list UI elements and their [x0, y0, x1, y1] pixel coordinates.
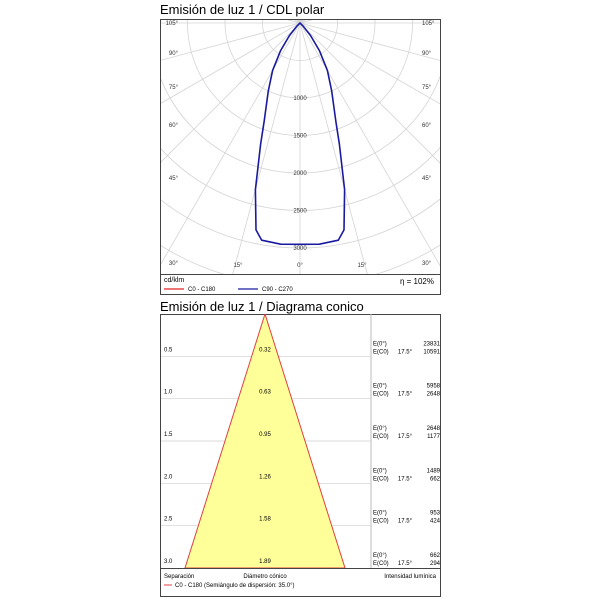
polar-grid-spoke [161, 22, 301, 163]
cone-e0-label: E(0°) [373, 341, 387, 347]
polar-diagram: 105° 90° 75° 60° 45° 30° 105° 90° 75° 60° 45° 30° 15… [160, 19, 441, 295]
polar-radial-label: 1000 [293, 96, 307, 102]
cone-ec0-value: 294 [430, 561, 441, 567]
cone-footer-left: Separación [164, 574, 194, 580]
cone-ec0-value: 10591 [423, 349, 440, 355]
cone-ec0-value: 424 [430, 519, 441, 525]
cone-angle-label: 17.5° [398, 561, 413, 567]
polar-grid-spoke [161, 22, 301, 104]
polar-grid-spoke [299, 22, 440, 267]
cone-diagram: 0.5 0.32 E(0°) 23831 E(C0) 17.5° 10591 1.0 0.63 E… [160, 314, 441, 597]
cone-angle-label: 17.5° [398, 434, 413, 440]
cone-rows: 0.5 0.32 E(0°) 23831 E(C0) 17.5° 10591 1.0 0.63 E… [164, 341, 441, 567]
polar-curve-layer [254, 22, 346, 246]
cone-separation-label: 1.0 [164, 390, 173, 396]
polar-angle-label-left: 75° [169, 85, 179, 91]
polar-angle-label-left: 105° [166, 21, 179, 27]
polar-title: Emisión de luz 1 / CDL polar [160, 2, 325, 17]
cone-separation-label: 2.5 [164, 517, 173, 523]
cone-legend-label: C0 - C180 (Semiángulo de dispersión: 35.… [175, 583, 294, 589]
legend-label-c90: C90 - C270 [262, 287, 293, 293]
polar-unit-label: cd/klm [164, 277, 184, 284]
cone-e0-label: E(0°) [373, 426, 387, 432]
cone-e0-value: 5958 [427, 384, 441, 390]
polar-angle-label-bottom: 0° [297, 263, 303, 269]
polar-angle-label-right: 30° [422, 261, 432, 267]
polar-grid-spoke [232, 22, 301, 274]
cone-footer-right: Intensidad lumínica [384, 574, 436, 580]
cone-diameter-label: 0.95 [259, 432, 271, 438]
cone-e0-label: E(0°) [373, 511, 387, 517]
polar-grid [161, 20, 440, 274]
cone-separation-label: 1.5 [164, 432, 173, 438]
cone-e0-value: 2648 [427, 426, 441, 432]
cone-title: Emisión de luz 1 / Diagrama conico [160, 299, 364, 314]
legend-label-c0: C0 - C180 [188, 287, 216, 293]
cone-angle-label: 17.5° [398, 519, 413, 525]
cone-diameter-label: 1.58 [259, 517, 271, 523]
polar-angle-label-right: 90° [422, 51, 432, 57]
cone-e0-value: 662 [430, 553, 441, 559]
polar-grid-spoke [299, 22, 440, 105]
polar-grid-spoke [299, 22, 440, 61]
cone-ec0-label: E(C0) [373, 561, 389, 567]
cone-ec0-label: E(C0) [373, 434, 389, 440]
cone-e0-value: 953 [430, 511, 441, 517]
efficiency-label: η = 102% [400, 277, 434, 286]
polar-angle-label-bottom: 15° [233, 263, 243, 269]
polar-curve-c90-c270 [254, 22, 346, 246]
cone-separation-label: 3.0 [164, 559, 173, 565]
polar-radial-label: 2000 [293, 171, 307, 177]
cone-diameter-label: 1.89 [259, 559, 271, 565]
polar-angle-label-left: 60° [169, 123, 179, 129]
cone-diameter-label: 0.32 [259, 347, 271, 353]
cone-angle-label: 17.5° [398, 392, 413, 398]
cone-angle-label: 17.5° [398, 476, 413, 482]
polar-radial-label: 1500 [293, 134, 307, 140]
polar-angle-label-left: 45° [169, 176, 179, 182]
cone-ec0-label: E(C0) [373, 519, 389, 525]
polar-legend-box [160, 274, 441, 295]
polar-grid-lines [161, 20, 440, 274]
polar-plot-frame [160, 19, 441, 275]
polar-labels: 105° 90° 75° 60° 45° 30° 105° 90° 75° 60° 45° 30° 15… [166, 21, 435, 269]
cone-footer-box [160, 568, 441, 597]
cone-e0-label: E(0°) [373, 553, 387, 559]
cone-ec0-label: E(C0) [373, 349, 389, 355]
cone-ec0-value: 2648 [427, 392, 441, 398]
cone-e0-value: 1489 [427, 468, 441, 474]
polar-angle-label-right: 60° [422, 123, 432, 129]
polar-radial-label: 2500 [293, 209, 307, 215]
polar-angle-label-right: 105° [422, 21, 435, 27]
polar-grid-spoke [161, 22, 301, 61]
cone-diameter-label: 1.26 [259, 474, 271, 480]
polar-angle-label-right: 45° [422, 176, 432, 182]
cone-diameter-label: 0.63 [259, 390, 271, 396]
polar-angle-label-right: 75° [422, 85, 432, 91]
polar-grid-spoke [299, 22, 368, 274]
cone-ec0-value: 662 [430, 476, 441, 482]
polar-radial-label: 3000 [293, 246, 307, 252]
polar-grid-spoke [161, 22, 301, 265]
polar-angle-label-bottom: 15° [357, 263, 367, 269]
cone-e0-label: E(0°) [373, 384, 387, 390]
cone-separation-label: 0.5 [164, 347, 173, 353]
cone-ec0-label: E(C0) [373, 476, 389, 482]
polar-angle-label-left: 90° [169, 51, 179, 57]
polar-grid-spoke [299, 22, 440, 164]
cone-footer-center: Diámetro cónico [243, 574, 287, 580]
polar-angle-label-left: 30° [169, 261, 179, 267]
cone-ec0-value: 1177 [427, 434, 441, 440]
cone-separation-label: 2.0 [164, 474, 173, 480]
cone-e0-value: 23831 [423, 341, 440, 347]
cone-angle-label: 17.5° [398, 349, 413, 355]
cone-ec0-label: E(C0) [373, 392, 389, 398]
cone-e0-label: E(0°) [373, 468, 387, 474]
